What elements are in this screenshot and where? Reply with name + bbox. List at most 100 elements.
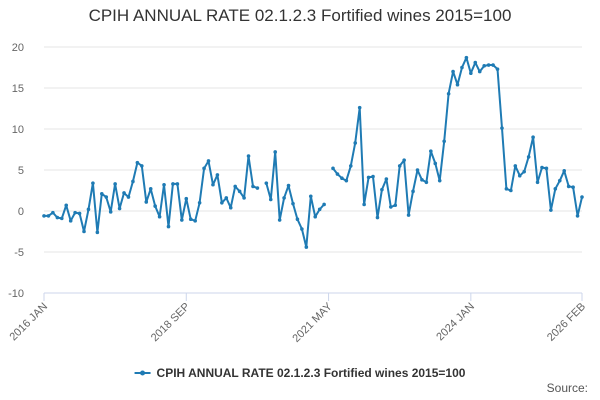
data-point[interactable] — [157, 214, 162, 219]
data-point[interactable] — [389, 205, 393, 209]
data-point[interactable] — [460, 65, 464, 70]
data-point[interactable] — [531, 135, 535, 139]
data-point[interactable] — [197, 201, 202, 205]
data-point[interactable] — [166, 224, 171, 229]
data-point[interactable] — [433, 161, 438, 166]
data-point[interactable] — [86, 207, 91, 212]
data-point[interactable] — [557, 178, 562, 183]
data-point[interactable] — [202, 166, 206, 171]
data-point[interactable] — [331, 166, 335, 171]
data-point[interactable] — [131, 179, 135, 184]
data-point[interactable] — [575, 214, 580, 218]
data-point[interactable] — [135, 160, 140, 165]
data-point[interactable] — [380, 187, 384, 192]
data-point[interactable] — [549, 208, 553, 212]
data-point[interactable] — [273, 150, 278, 154]
data-point[interactable] — [282, 196, 286, 200]
data-point[interactable] — [366, 175, 371, 180]
data-point[interactable] — [513, 164, 518, 168]
data-point[interactable] — [144, 200, 149, 204]
data-point[interactable] — [509, 188, 513, 193]
data-point[interactable] — [184, 196, 189, 201]
data-point[interactable] — [353, 141, 358, 145]
data-point[interactable] — [317, 207, 322, 212]
data-point[interactable] — [233, 184, 237, 189]
data-point[interactable] — [535, 180, 540, 185]
data-point[interactable] — [126, 195, 131, 199]
data-point[interactable] — [180, 218, 184, 222]
data-point[interactable] — [113, 182, 117, 186]
data-point[interactable] — [580, 195, 584, 199]
data-point[interactable] — [220, 201, 224, 205]
data-point[interactable] — [442, 139, 446, 144]
data-point[interactable] — [51, 210, 55, 215]
data-point[interactable] — [397, 164, 402, 168]
data-point[interactable] — [277, 218, 282, 222]
data-point[interactable] — [224, 196, 229, 200]
data-point[interactable] — [237, 189, 242, 194]
data-point[interactable] — [59, 216, 64, 221]
data-point[interactable] — [540, 165, 544, 170]
data-point[interactable] — [357, 105, 362, 110]
data-point[interactable] — [411, 189, 415, 194]
data-point[interactable] — [415, 168, 420, 172]
data-point[interactable] — [268, 197, 273, 202]
data-point[interactable] — [300, 227, 304, 231]
data-point[interactable] — [371, 174, 375, 179]
data-point[interactable] — [251, 184, 255, 189]
data-point[interactable] — [211, 182, 215, 187]
legend[interactable]: CPIH ANNUAL RATE 02.1.2.3 Fortified wine… — [134, 366, 466, 380]
data-point[interactable] — [482, 64, 486, 68]
data-point[interactable] — [544, 166, 549, 171]
data-point[interactable] — [424, 180, 429, 185]
data-point[interactable] — [393, 203, 398, 208]
data-point[interactable] — [553, 187, 558, 191]
data-point[interactable] — [437, 178, 442, 183]
data-point[interactable] — [446, 91, 451, 96]
data-point[interactable] — [420, 178, 424, 182]
legend-label[interactable]: CPIH ANNUAL RATE 02.1.2.3 Fortified wine… — [157, 366, 466, 380]
data-point[interactable] — [522, 169, 526, 174]
data-point[interactable] — [451, 69, 455, 74]
data-point[interactable] — [571, 185, 575, 190]
data-point[interactable] — [193, 219, 197, 223]
data-point[interactable] — [246, 154, 251, 158]
data-point[interactable] — [117, 206, 122, 211]
data-point[interactable] — [486, 63, 491, 67]
data-point[interactable] — [375, 215, 380, 220]
data-point[interactable] — [455, 82, 460, 87]
data-point[interactable] — [42, 214, 46, 218]
data-point[interactable] — [495, 67, 500, 71]
data-point[interactable] — [95, 230, 100, 235]
data-point[interactable] — [64, 203, 69, 208]
data-point[interactable] — [313, 214, 318, 219]
data-point[interactable] — [348, 164, 353, 168]
data-point[interactable] — [473, 60, 478, 65]
data-point[interactable] — [406, 213, 411, 217]
data-point[interactable] — [335, 172, 340, 176]
data-point[interactable] — [286, 183, 291, 188]
data-point[interactable] — [206, 159, 211, 163]
data-point[interactable] — [46, 214, 51, 218]
data-point[interactable] — [162, 182, 166, 187]
data-point[interactable] — [402, 158, 406, 162]
data-point[interactable] — [362, 202, 366, 207]
data-point[interactable] — [308, 194, 313, 199]
data-point[interactable] — [68, 219, 73, 223]
data-point[interactable] — [171, 182, 175, 186]
data-point[interactable] — [82, 229, 86, 234]
data-point[interactable] — [91, 181, 95, 185]
data-point[interactable] — [517, 173, 522, 178]
data-point[interactable] — [504, 187, 509, 191]
data-point[interactable] — [562, 169, 567, 173]
data-point[interactable] — [322, 202, 326, 207]
data-point[interactable] — [477, 69, 482, 74]
data-point[interactable] — [500, 126, 504, 130]
data-point[interactable] — [469, 71, 473, 76]
data-point[interactable] — [55, 215, 60, 220]
data-point[interactable] — [148, 187, 153, 191]
data-point[interactable] — [340, 176, 344, 180]
data-point[interactable] — [242, 196, 246, 200]
data-point[interactable] — [228, 205, 233, 210]
data-point[interactable] — [215, 173, 220, 177]
